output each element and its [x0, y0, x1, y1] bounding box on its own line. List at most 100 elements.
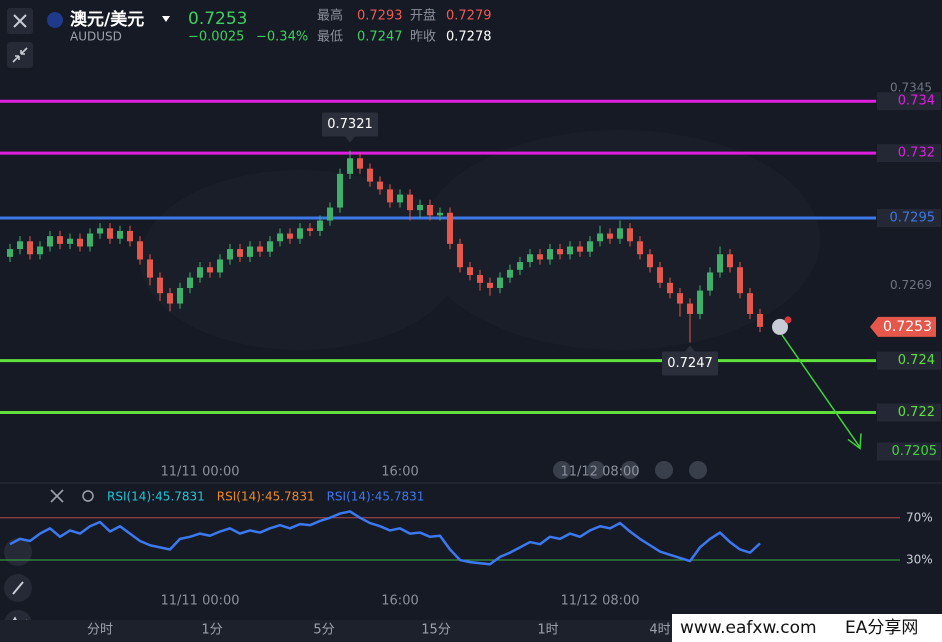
- high-tag-pointer: [345, 136, 355, 143]
- candle-body: [187, 277, 193, 288]
- candle-body: [197, 267, 203, 278]
- stat-value: 0.7279: [446, 9, 492, 24]
- candle-body: [327, 207, 333, 221]
- stat-label: 昨收: [410, 30, 436, 45]
- stat-value: 0.7278: [446, 30, 492, 45]
- collapse-button[interactable]: [7, 42, 33, 68]
- level-label: 0.734: [898, 94, 935, 109]
- candle-body: [337, 173, 343, 208]
- level-tag: [877, 208, 941, 227]
- candle-body: [297, 228, 303, 239]
- candle-body: [377, 181, 383, 190]
- target-label: 0.7205: [892, 444, 938, 459]
- symbol-name: 澳元/美元: [70, 9, 144, 30]
- stat-label: 开盘: [410, 8, 436, 24]
- collapse-icon: [12, 47, 28, 63]
- rsi-close[interactable]: [50, 489, 64, 503]
- watermark-box: [672, 614, 942, 642]
- timeframe-button[interactable]: 15分: [421, 623, 451, 638]
- candle-body: [577, 246, 583, 252]
- level-label: 0.732: [898, 146, 935, 161]
- candle-body: [127, 230, 133, 242]
- candle-body: [547, 249, 553, 260]
- candle-body: [347, 158, 353, 174]
- candle-body: [627, 228, 633, 242]
- x-tick-label: 11/12 08:00: [560, 465, 639, 480]
- candle-body: [597, 233, 603, 242]
- rsi-settings[interactable]: [82, 490, 94, 502]
- y-tick-label: 0.7345: [890, 81, 932, 95]
- candle-body: [697, 290, 703, 314]
- candle-body: [7, 249, 13, 257]
- candle-body: [527, 254, 533, 263]
- candle-body: [387, 189, 393, 203]
- candle-body: [307, 228, 313, 231]
- level-tag: [877, 351, 941, 370]
- legend-entry: RSI(14):45.7831: [217, 490, 315, 504]
- candle-body: [737, 267, 743, 294]
- x-tick-label: 16:00: [381, 465, 418, 480]
- x-tick-label: 11/11 00:00: [160, 594, 239, 609]
- close-icon: [13, 14, 27, 28]
- candle-body: [607, 233, 613, 239]
- candle-body: [137, 241, 143, 260]
- tool-indicator[interactable]: [4, 538, 32, 566]
- x-tick-label: 11/11 00:00: [160, 465, 239, 480]
- candle-body: [407, 194, 413, 211]
- y-tick-label: 0.7269: [890, 278, 932, 292]
- high-tag: [322, 112, 378, 137]
- y-tick-label: 70%: [906, 510, 933, 524]
- candle-body: [27, 241, 33, 255]
- candle-body: [727, 254, 733, 268]
- price-change: −0.0025: [188, 30, 244, 45]
- level-label: 0.7295: [890, 210, 936, 225]
- candle-body: [417, 204, 423, 211]
- candle-body: [397, 194, 403, 203]
- pencil-icon: [12, 581, 24, 595]
- low-label: 0.7247: [667, 356, 713, 371]
- candle-body: [477, 275, 483, 283]
- page-dots: [553, 461, 707, 479]
- timeframe-button[interactable]: 4时: [649, 623, 670, 638]
- candle-body: [557, 249, 563, 255]
- x-tick-label: 16:00: [381, 594, 418, 609]
- candle-body: [277, 233, 283, 242]
- y-tick-label: 30%: [906, 553, 933, 567]
- timeframe-button[interactable]: 1分: [201, 623, 222, 638]
- candle-body: [617, 228, 623, 239]
- candle-body: [517, 262, 523, 270]
- candle-body: [487, 282, 493, 288]
- candle-body: [317, 220, 323, 231]
- candle-body: [287, 233, 293, 239]
- price-change-pct: −0.34%: [256, 30, 308, 45]
- symbol-code: AUDUSD: [70, 30, 122, 44]
- target-arrow: [781, 334, 861, 448]
- timeframe-button[interactable]: 5分: [313, 623, 334, 638]
- candle-body: [657, 267, 663, 283]
- symbol-dropdown[interactable]: [162, 16, 170, 22]
- candle-body: [107, 228, 113, 239]
- candle-body: [757, 313, 763, 327]
- candle-body: [687, 303, 693, 314]
- candle-body: [227, 249, 233, 260]
- last-price-tag: [870, 316, 936, 337]
- candle-body: [427, 204, 433, 216]
- candle-body: [237, 249, 243, 257]
- watermark-name: EA分享网: [845, 618, 918, 638]
- toolbar-items: 分时 1分 5分 15分 1时 4时: [87, 623, 671, 638]
- legend-entry: RSI(14):45.7831: [327, 490, 425, 504]
- flag-icon: [47, 12, 63, 28]
- candle-body: [637, 241, 643, 255]
- timeframe-button[interactable]: 分时: [87, 623, 113, 638]
- candle-body: [177, 288, 183, 304]
- candle-body: [587, 241, 593, 252]
- candle-body: [207, 267, 213, 273]
- candle-body: [47, 236, 53, 247]
- candle-body: [447, 212, 453, 244]
- candle-body: [97, 228, 103, 234]
- timeframe-button[interactable]: 1时: [537, 623, 558, 638]
- info-marker[interactable]: [772, 318, 788, 335]
- candle-body: [497, 277, 503, 288]
